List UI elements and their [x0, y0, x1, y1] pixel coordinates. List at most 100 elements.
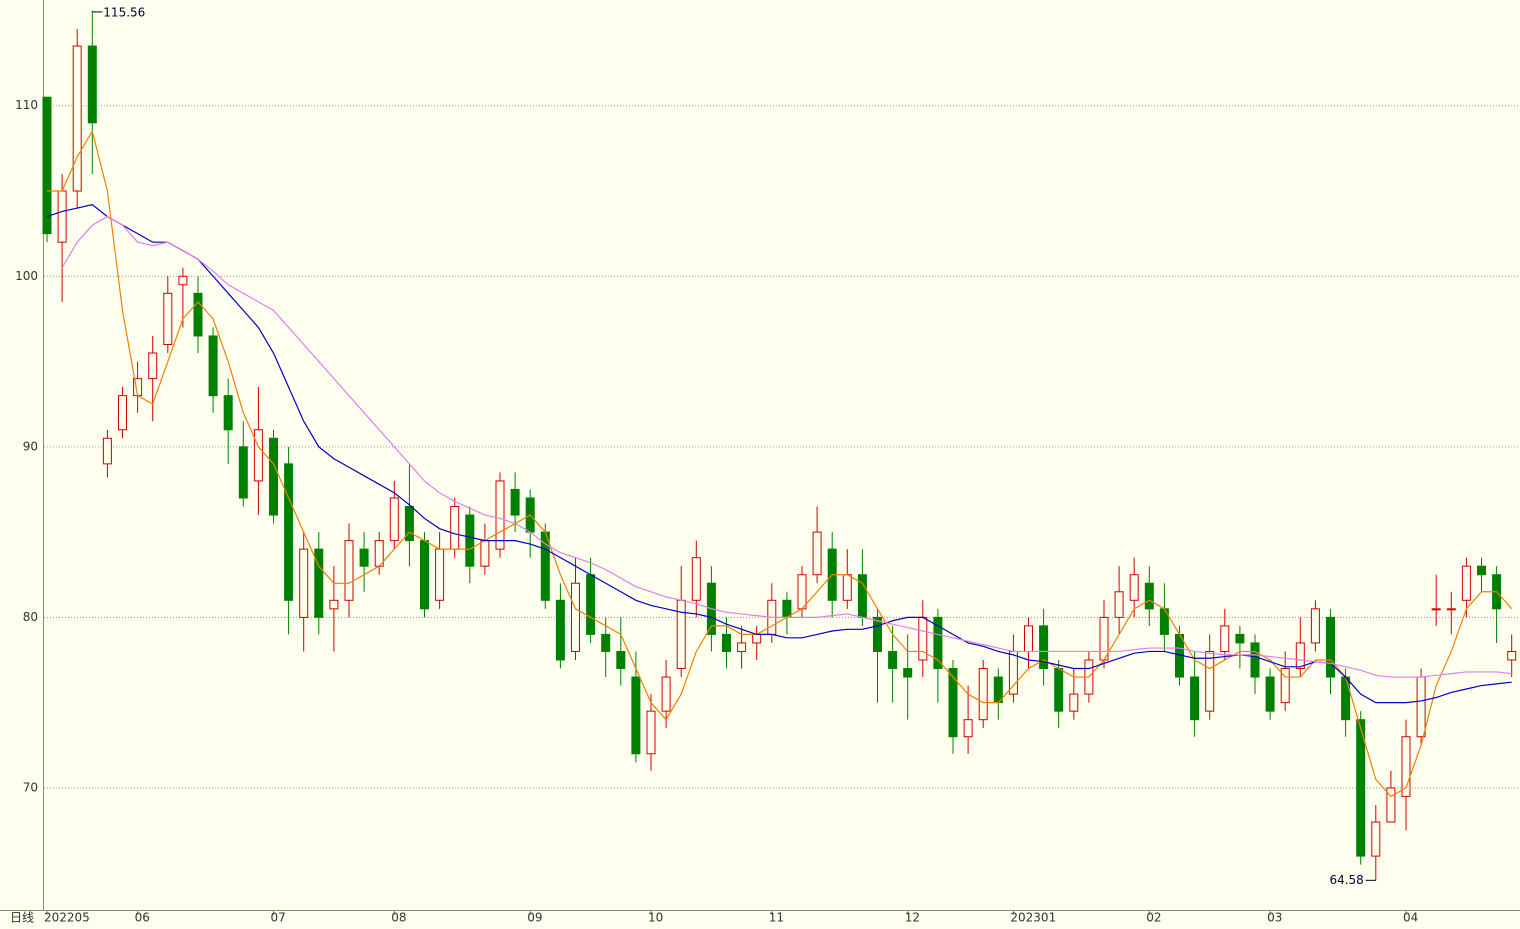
candle-body: [1235, 633, 1245, 644]
period-label: 日线: [10, 911, 34, 925]
candle-body: [1265, 676, 1275, 712]
candle-body: [752, 633, 762, 644]
candle-body: [888, 650, 898, 670]
candle-body: [1356, 719, 1366, 857]
candle-body: [344, 540, 354, 601]
candle-body: [646, 710, 656, 755]
candle-body: [1099, 616, 1109, 661]
candle-body: [404, 506, 414, 542]
candle-body: [238, 446, 248, 499]
candle-body: [208, 335, 218, 397]
ma-line: [47, 129, 1513, 798]
candle-body: [842, 574, 852, 601]
candle-body: [389, 497, 399, 542]
candle-body: [223, 395, 233, 431]
x-tick-label: 10: [648, 911, 663, 925]
candle-body: [42, 96, 52, 235]
candle-body: [1129, 574, 1139, 601]
y-tick-label: 70: [23, 780, 38, 794]
candle-body: [691, 557, 701, 601]
y-tick-label: 110: [15, 98, 38, 112]
x-tick-label: 11: [769, 911, 784, 925]
candle-body: [1507, 650, 1517, 661]
min-label: 64.58: [1329, 873, 1363, 887]
candle-body: [1477, 565, 1486, 576]
candle-body: [148, 352, 158, 380]
candle-body: [676, 599, 686, 670]
x-tick-label: 08: [391, 911, 406, 925]
candle-body: [963, 719, 973, 738]
candle-body: [978, 668, 988, 721]
candle-body: [555, 599, 565, 661]
x-tick-label: 202205: [44, 911, 90, 925]
max-label: 115.56: [103, 5, 145, 19]
candle-body: [359, 548, 369, 567]
candle-body: [1431, 608, 1441, 611]
candle-body: [933, 616, 943, 670]
x-tick-label: 12: [905, 911, 920, 925]
candle-body: [616, 650, 626, 670]
x-tick-label: 04: [1403, 911, 1418, 925]
x-tick-label: 06: [135, 911, 150, 925]
x-tick-label: 202301: [1010, 911, 1056, 925]
candle-body: [420, 540, 429, 610]
candle-body: [631, 676, 641, 755]
candle-body: [1401, 736, 1411, 797]
candle-body: [480, 540, 490, 567]
candle-body: [465, 514, 475, 567]
candle-body: [1039, 625, 1049, 670]
candle-body: [782, 599, 792, 618]
candle-body: [435, 548, 445, 601]
candle-body: [450, 506, 460, 550]
candle-body: [661, 676, 671, 712]
candle-body: [1461, 565, 1471, 601]
candle-body: [284, 463, 294, 601]
candle-body: [1008, 650, 1018, 695]
candle-body: [1190, 676, 1200, 721]
candle-body: [948, 668, 958, 738]
x-tick-label: 07: [271, 911, 286, 925]
candle-body: [1205, 650, 1215, 712]
y-tick-label: 100: [15, 269, 38, 283]
candle-body: [1371, 821, 1381, 857]
candle-body: [72, 45, 82, 192]
candle-body: [299, 548, 309, 618]
candle-body: [812, 531, 822, 576]
candle-body: [269, 437, 278, 516]
candle-body: [163, 292, 173, 345]
x-tick-label: 03: [1267, 911, 1282, 925]
candle-body: [1250, 642, 1260, 678]
candle-body: [118, 395, 127, 431]
candle-body: [102, 437, 112, 465]
candle-body: [1341, 676, 1351, 721]
candle-body: [1446, 608, 1456, 611]
candle-body: [1054, 668, 1064, 712]
candle-body: [601, 633, 611, 652]
candle-body: [1295, 642, 1305, 670]
candle-body: [193, 292, 203, 337]
candle-body: [87, 45, 97, 124]
candle-body: [586, 574, 596, 635]
candle-body: [314, 548, 324, 618]
candle-body: [873, 616, 882, 652]
candle-body: [737, 642, 747, 652]
candle-body: [722, 633, 731, 652]
candle-body: [1220, 625, 1230, 652]
candle-body: [1310, 608, 1320, 644]
candle-body: [1069, 693, 1079, 712]
candle-body: [57, 190, 67, 243]
ma-line: [46, 203, 1512, 704]
candle-body: [178, 275, 188, 286]
candle-body: [1024, 625, 1033, 652]
candle-body: [329, 599, 339, 610]
ma-line: [61, 215, 1512, 678]
candle-body: [1144, 582, 1154, 610]
candle-body: [797, 574, 807, 610]
y-tick-label: 80: [23, 610, 38, 624]
y-tick-label: 90: [23, 439, 38, 453]
candle-body: [253, 429, 263, 482]
candle-body: [571, 582, 580, 652]
